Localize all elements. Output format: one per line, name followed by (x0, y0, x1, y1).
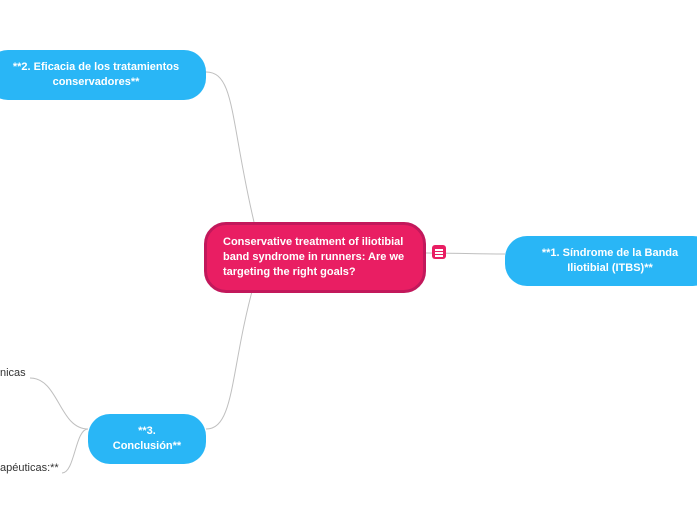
center-topic[interactable]: Conservative treatment of iliotibial ban… (204, 222, 426, 293)
branch-itbs[interactable]: **1. Síndrome de la Banda Iliotibial (IT… (505, 236, 697, 286)
notes-icon[interactable] (432, 245, 446, 259)
branch-eficacia[interactable]: **2. Eficacia de los tratamientos conser… (0, 50, 206, 100)
leaf-apeuticas[interactable]: apéuticas:** (0, 462, 59, 474)
leaf-nicas[interactable]: nicas (0, 367, 26, 379)
branch-conclusion[interactable]: **3. Conclusión** (88, 414, 206, 464)
